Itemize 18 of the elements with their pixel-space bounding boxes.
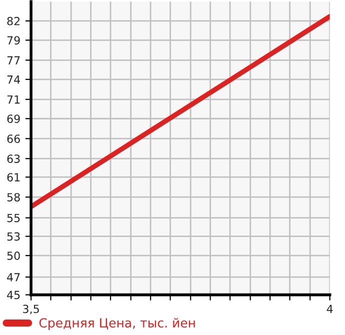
y-tick-label: 74 [7, 76, 20, 84]
y-tick-label: 45 [7, 290, 20, 300]
y-tick-label: 66 [7, 134, 20, 143]
y-tick-label: 61 [7, 173, 20, 182]
y-tick-label: 79 [7, 36, 20, 45]
y-tick-label: 50 [7, 252, 20, 260]
y-tick-label: 82 [7, 16, 20, 26]
y-tick-label: 55 [7, 214, 20, 222]
legend-label: Средняя Цена, тыс. йен [39, 318, 195, 330]
y-tick-label: 47 [7, 273, 20, 282]
y-tick-label: 77 [7, 56, 20, 64]
y-tick-label: 53 [7, 232, 20, 241]
y-tick-label: 58 [7, 193, 20, 202]
x-tick-label: 4 [326, 304, 333, 313]
x-tick-label: 3,5 [23, 304, 39, 314]
y-tick-label: 69 [7, 114, 20, 124]
y-tick-label: 63 [7, 154, 20, 163]
y-tick-label: 71 [7, 96, 20, 104]
